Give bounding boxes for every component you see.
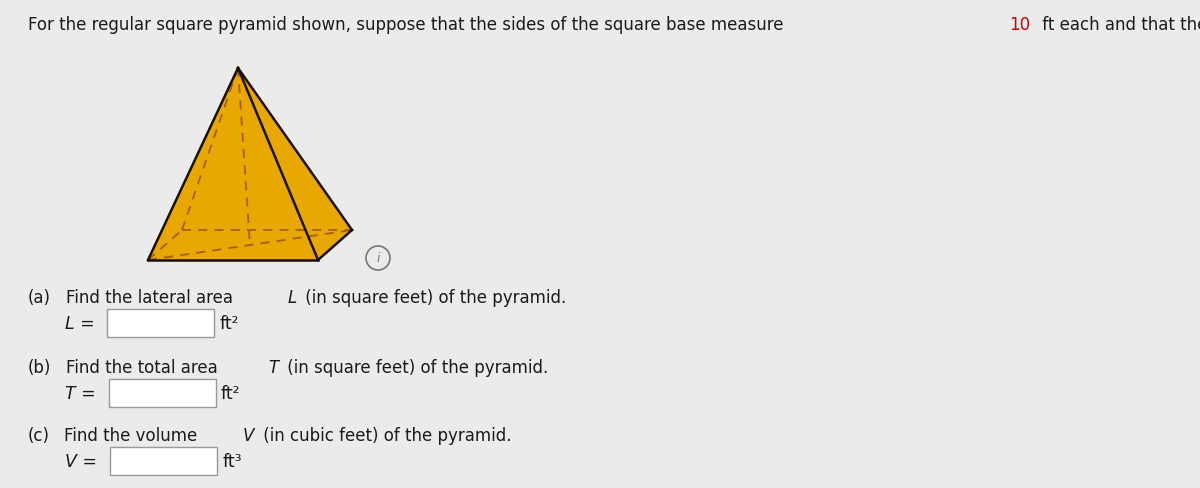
Text: V =: V =: [65, 452, 97, 470]
Polygon shape: [182, 69, 352, 230]
Text: V: V: [244, 426, 254, 444]
Text: 10: 10: [1009, 16, 1031, 34]
Polygon shape: [148, 69, 238, 261]
Text: ft each and that the altitude is: ft each and that the altitude is: [1037, 16, 1200, 34]
Text: Find the lateral area: Find the lateral area: [66, 288, 238, 306]
Text: (c): (c): [28, 426, 50, 444]
Text: Find the volume: Find the volume: [65, 426, 203, 444]
Text: i: i: [377, 252, 379, 265]
Text: T =: T =: [65, 384, 96, 402]
Text: (b): (b): [28, 358, 52, 376]
Text: For the regular square pyramid shown, suppose that the sides of the square base : For the regular square pyramid shown, su…: [28, 16, 788, 34]
Text: (in square feet) of the pyramid.: (in square feet) of the pyramid.: [300, 288, 566, 306]
Text: L =: L =: [65, 314, 95, 332]
Text: (in square feet) of the pyramid.: (in square feet) of the pyramid.: [282, 358, 548, 376]
Polygon shape: [238, 69, 352, 261]
Text: L: L: [288, 288, 298, 306]
Text: ft²: ft²: [221, 384, 240, 402]
Text: Find the total area: Find the total area: [66, 358, 223, 376]
Polygon shape: [148, 69, 318, 261]
Text: (in cubic feet) of the pyramid.: (in cubic feet) of the pyramid.: [258, 426, 511, 444]
FancyBboxPatch shape: [107, 309, 215, 337]
Text: (a): (a): [28, 288, 50, 306]
FancyBboxPatch shape: [110, 447, 217, 475]
Text: ft³: ft³: [222, 452, 241, 470]
Text: ft²: ft²: [220, 314, 239, 332]
Text: T: T: [269, 358, 278, 376]
FancyBboxPatch shape: [108, 379, 216, 407]
